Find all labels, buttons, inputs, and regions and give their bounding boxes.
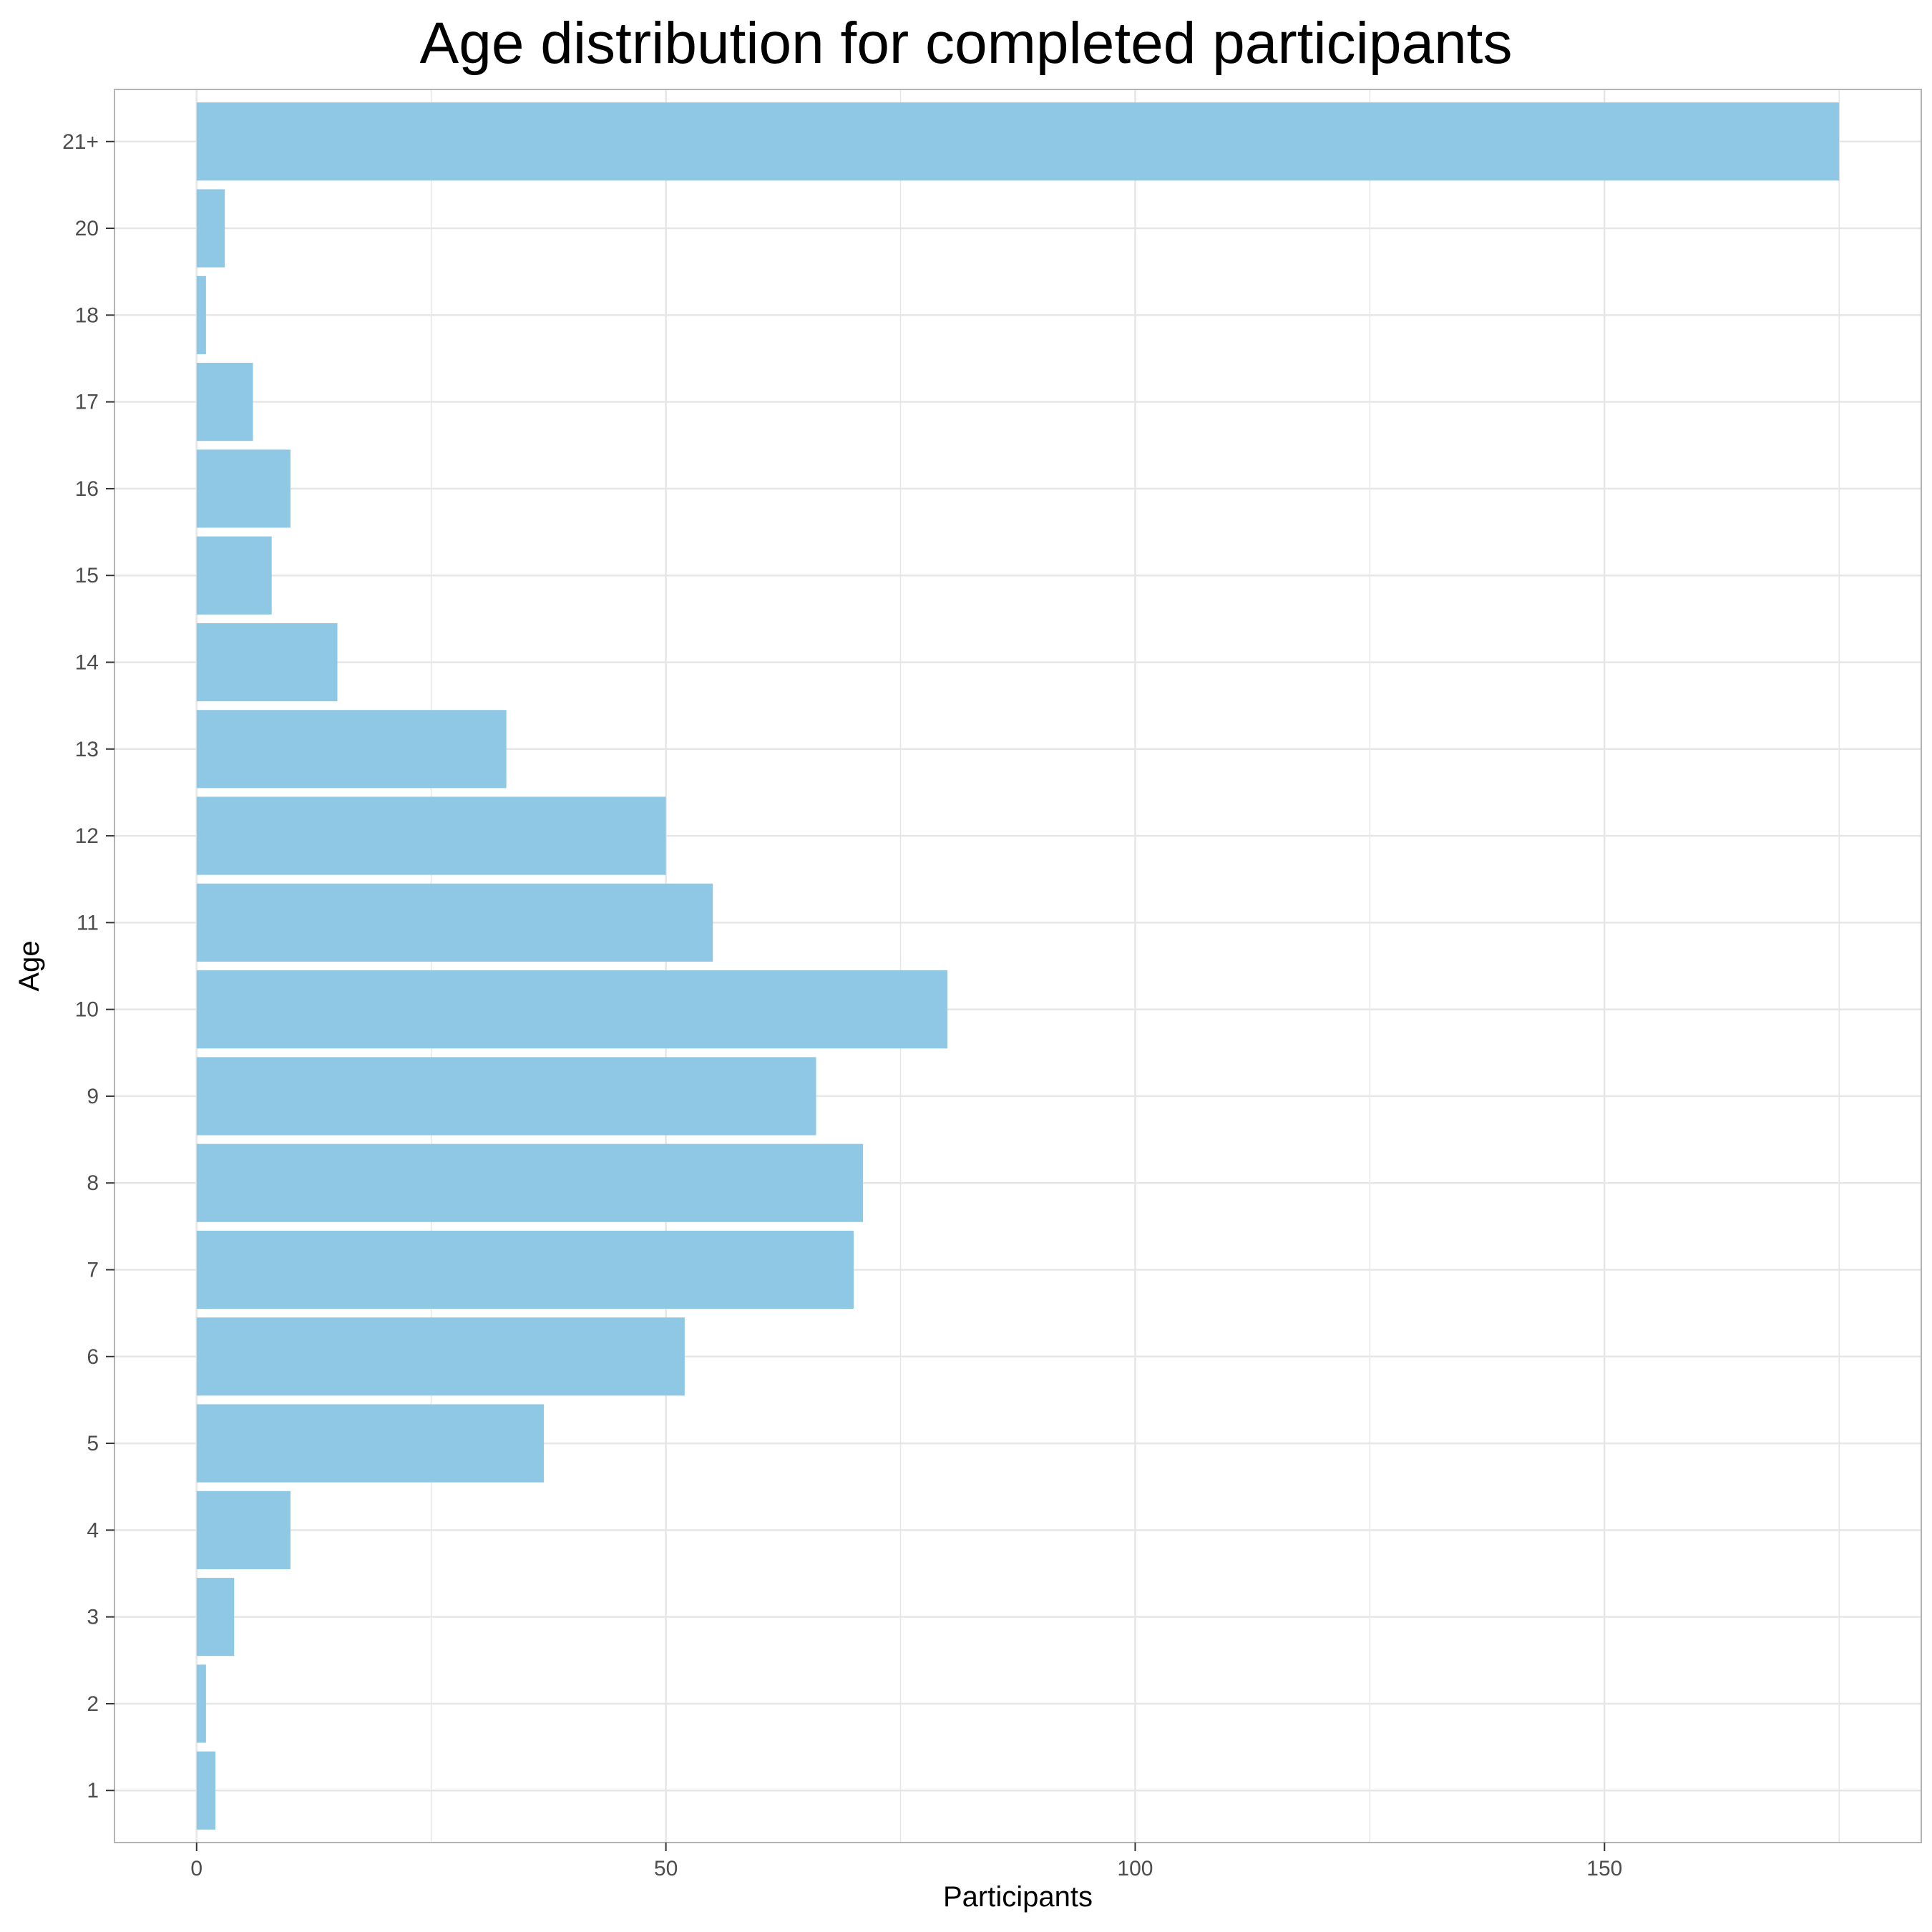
bar-age-18 <box>196 275 206 354</box>
y-tick-label: 20 <box>75 217 99 240</box>
bar-age-4 <box>196 1491 291 1569</box>
y-tick-label: 18 <box>75 303 99 327</box>
y-tick-label: 8 <box>87 1171 99 1195</box>
y-tick-label: 6 <box>87 1345 99 1369</box>
y-tick-label: 9 <box>87 1085 99 1108</box>
x-axis-title: Participants <box>943 1881 1093 1913</box>
y-tick-label: 7 <box>87 1259 99 1282</box>
minor-gridlines <box>430 89 1840 1843</box>
y-tick-label: 1 <box>87 1779 99 1802</box>
bar-age-1 <box>196 1751 216 1830</box>
bar-age-17 <box>196 363 253 441</box>
y-tick-label: 21+ <box>62 130 99 154</box>
bars <box>196 102 1840 1830</box>
bar-age-13 <box>196 710 507 789</box>
bar-age-14 <box>196 623 338 702</box>
bar-age-5 <box>196 1404 545 1483</box>
y-tick-label: 3 <box>87 1606 99 1629</box>
bar-age-10 <box>196 970 948 1049</box>
y-tick-label: 14 <box>75 650 99 674</box>
x-tick-label: 50 <box>654 1857 678 1880</box>
x-axis-ticks: 0 50 100 150 <box>190 1843 1622 1880</box>
bar-age-3 <box>196 1578 235 1657</box>
bar-age-21plus <box>196 102 1840 181</box>
x-tick-label: 100 <box>1117 1857 1153 1880</box>
panel-border <box>114 89 1922 1843</box>
y-tick-label: 2 <box>87 1692 99 1716</box>
bar-age-9 <box>196 1057 816 1136</box>
bar-age-8 <box>196 1143 864 1222</box>
bar-age-12 <box>196 796 666 875</box>
bar-age-2 <box>196 1664 206 1743</box>
y-tick-label: 16 <box>75 477 99 501</box>
bar-age-7 <box>196 1230 854 1309</box>
bar-age-16 <box>196 449 291 528</box>
y-tick-label: 17 <box>75 391 99 414</box>
major-gridlines <box>114 89 1921 1843</box>
y-tick-label: 4 <box>87 1518 99 1542</box>
bar-age-20 <box>196 189 225 268</box>
y-tick-label: 11 <box>77 911 99 935</box>
bar-age-15 <box>196 536 272 615</box>
y-tick-label: 10 <box>75 998 99 1022</box>
chart-title: Age distribution for completed participa… <box>419 11 1513 76</box>
bar-age-6 <box>196 1317 685 1396</box>
y-tick-label: 13 <box>75 738 99 761</box>
y-tick-label: 15 <box>75 564 99 587</box>
y-tick-label: 12 <box>75 824 99 848</box>
bar-age-11 <box>196 883 713 962</box>
y-tick-label: 5 <box>87 1432 99 1455</box>
x-tick-label: 150 <box>1586 1857 1622 1880</box>
y-axis-title: Age <box>14 940 45 991</box>
x-tick-label: 0 <box>190 1857 203 1880</box>
